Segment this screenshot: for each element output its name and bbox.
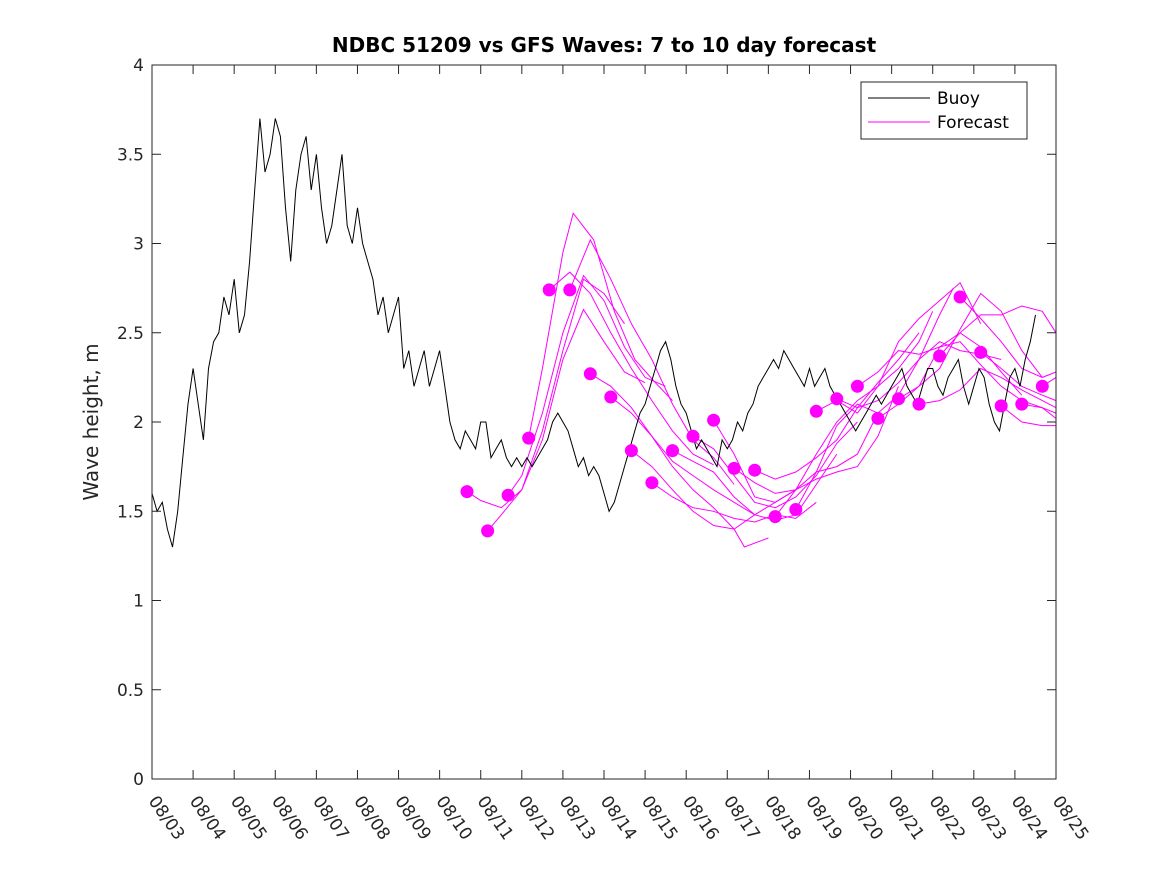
x-tick-label: 08/04: [185, 792, 229, 844]
forecast-marker: [624, 444, 638, 458]
forecast-line: [939, 305, 1057, 357]
forecast-line: [692, 421, 858, 509]
buoy-line: [151, 118, 1036, 548]
forecast-marker: [645, 476, 659, 490]
forecast-marker: [789, 503, 803, 516]
forecast-line: [774, 311, 934, 517]
x-tick-label: 08/22: [925, 792, 969, 844]
forecast-line: [672, 450, 838, 521]
forecast-marker: [583, 367, 597, 381]
forecast-marker: [974, 345, 988, 359]
x-tick-label: 08/05: [226, 792, 270, 844]
x-tick-label: 08/12: [514, 792, 558, 844]
forecast-line: [918, 367, 1057, 409]
legend-buoy-label: Buoy: [937, 89, 980, 109]
forecast-line: [466, 278, 625, 509]
forecast-line: [487, 308, 646, 532]
plot-frame: [151, 64, 1057, 780]
forecast-marker: [707, 413, 721, 427]
axes: 00.511.522.533.5408/0308/0408/0508/0608/…: [117, 56, 1092, 844]
y-tick-label: 1: [133, 592, 144, 612]
forecast-line: [980, 352, 1057, 402]
legend-forecast-label: Forecast: [937, 113, 1009, 133]
forecast-line: [631, 450, 797, 530]
forecast-marker: [1015, 397, 1029, 411]
x-tick-label: 08/20: [842, 792, 886, 844]
forecast-marker: [933, 349, 947, 363]
x-tick-label: 08/19: [801, 792, 845, 844]
x-tick-label: 08/16: [678, 792, 722, 844]
forecast-marker: [542, 283, 556, 297]
forecast-line: [754, 332, 920, 480]
x-tick-label: 08/18: [760, 792, 804, 844]
forecast-line: [651, 482, 817, 523]
forecast-line: [610, 396, 769, 548]
y-tick-label: 4: [133, 56, 144, 76]
forecast-marker: [666, 444, 679, 458]
legend: Buoy Forecast: [860, 81, 1028, 140]
forecast-line: [877, 292, 1043, 419]
y-tick-label: 0: [133, 770, 144, 790]
y-tick-label: 1.5: [117, 502, 144, 522]
x-tick-label: 08/09: [390, 792, 434, 844]
forecast-marker: [850, 379, 864, 393]
forecast-marker: [501, 488, 515, 502]
forecast-marker: [953, 290, 967, 304]
forecast-marker: [727, 461, 741, 475]
y-tick-label: 2: [133, 413, 144, 433]
forecast-marker: [1035, 379, 1049, 393]
forecast-line: [507, 274, 666, 496]
forecast-line: [733, 386, 899, 494]
x-tick-label: 08/11: [473, 792, 517, 844]
forecast-line: [836, 341, 1002, 409]
legend-box: [860, 81, 1028, 140]
forecast-marker: [994, 399, 1008, 413]
forecast-marker: [460, 485, 474, 499]
y-tick-label: 3.5: [117, 145, 144, 165]
forecast-marker: [912, 397, 926, 411]
y-tick-label: 2.5: [117, 324, 144, 344]
x-tick-label: 08/17: [719, 792, 763, 844]
x-tick-label: 08/23: [966, 792, 1010, 844]
forecast-marker: [604, 390, 618, 404]
forecast-marker: [871, 411, 885, 425]
forecast-line: [816, 282, 982, 414]
x-tick-label: 08/24: [1007, 792, 1051, 844]
plot-area: [151, 118, 1057, 548]
chart-title: NDBC 51209 vs GFS Waves: 7 to 10 day for…: [332, 33, 877, 57]
x-tick-label: 08/06: [267, 792, 311, 844]
y-tick-label: 3: [133, 235, 144, 255]
forecast-line: [1021, 403, 1057, 414]
forecast-line: [590, 373, 755, 516]
forecast-marker: [809, 404, 823, 418]
forecast-marker: [522, 431, 536, 445]
forecast-line: [959, 296, 1057, 378]
forecast-marker: [686, 429, 700, 443]
x-tick-label: 08/14: [596, 792, 640, 844]
x-tick-label: 08/13: [555, 792, 599, 844]
y-axis-label: Wave height, m: [79, 343, 103, 500]
forecast-line: [548, 271, 714, 466]
x-tick-label: 08/15: [637, 792, 681, 844]
forecast-marker: [563, 283, 577, 297]
x-tick-label: 08/07: [308, 792, 352, 844]
forecast-marker: [481, 524, 495, 538]
forecast-marker: [768, 510, 782, 524]
x-tick-label: 08/21: [884, 792, 928, 844]
forecast-marker: [830, 392, 844, 406]
y-tick-label: 0.5: [117, 681, 144, 701]
forecast-line: [569, 238, 735, 485]
forecast-line: [528, 212, 673, 439]
x-tick-label: 08/25: [1048, 792, 1092, 844]
forecast-marker: [892, 392, 905, 406]
x-tick-label: 08/10: [432, 792, 476, 844]
forecast-marker: [748, 463, 762, 477]
forecast-line: [1000, 405, 1056, 427]
x-tick-label: 08/03: [144, 792, 188, 844]
x-tick-label: 08/08: [349, 792, 393, 844]
